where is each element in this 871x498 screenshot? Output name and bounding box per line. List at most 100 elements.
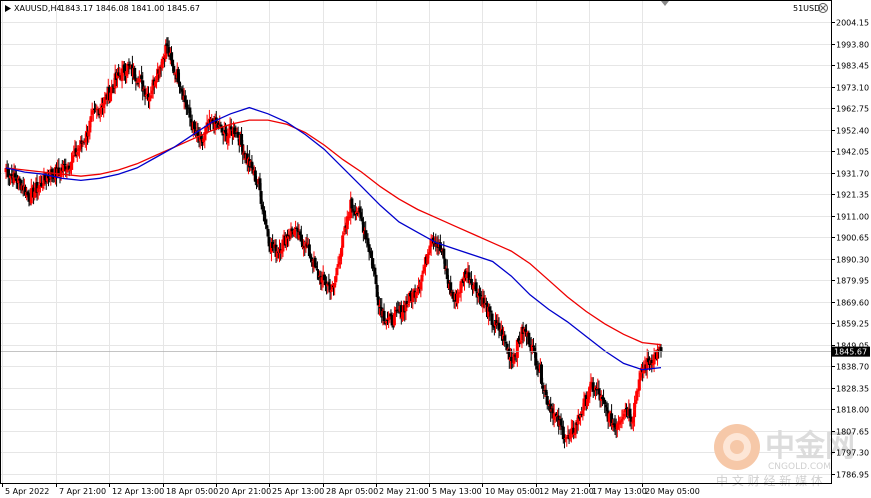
candle — [611, 419, 615, 432]
candle — [253, 167, 257, 186]
candle — [595, 382, 599, 397]
candle — [122, 61, 126, 81]
candle — [137, 70, 141, 89]
candle — [467, 265, 471, 288]
price-tick-label: 1900.65 — [836, 234, 869, 243]
price-tick-label: 1921.35 — [836, 191, 869, 200]
time-tick-label: 20 May 05:00 — [645, 487, 700, 496]
candle — [534, 343, 538, 370]
price-tick-label: 1962.75 — [836, 105, 869, 114]
candle — [656, 343, 660, 366]
candle — [564, 434, 568, 443]
price-tick-label: 1942.05 — [836, 148, 869, 157]
candle — [414, 288, 418, 302]
candle — [172, 64, 176, 76]
candle — [469, 271, 473, 288]
watermark-title: 中金网 — [765, 429, 855, 464]
chart-frame — [0, 0, 832, 484]
candle — [110, 79, 114, 95]
price-axis: 2004.15 1993.80 1983.45 1973.10 1962.75 1952.… — [831, 19, 869, 480]
candle — [591, 377, 595, 398]
current-price-label: 1845.67 — [834, 348, 867, 357]
time-axis: 5 Apr 2022 7 Apr 21:00 12 Apr 13:00 18 Apr … — [2, 483, 700, 496]
candle — [406, 302, 410, 308]
candle — [27, 189, 31, 207]
price-tick-label: 1807.65 — [836, 428, 869, 437]
candle — [335, 266, 339, 281]
price-tick-label: 1849.05 — [836, 342, 869, 351]
candle — [146, 86, 150, 108]
candle — [459, 279, 463, 302]
candle — [523, 324, 527, 334]
time-tick-label: 20 Apr 21:00 — [219, 487, 271, 496]
candle — [229, 118, 233, 132]
candle — [429, 234, 433, 256]
time-tick-label: 5 Apr 2022 — [5, 487, 49, 496]
watermark-url: CNGOLD.COM — [768, 462, 831, 472]
price-tick-label: 1838.70 — [836, 363, 869, 372]
candle — [307, 239, 311, 259]
candle — [275, 246, 279, 262]
scroll-marker-icon[interactable] — [661, 1, 669, 6]
candle — [14, 170, 18, 189]
candle — [503, 330, 507, 347]
candle — [10, 164, 14, 180]
candle — [482, 290, 486, 309]
candle — [545, 391, 549, 410]
candle — [75, 145, 79, 162]
candle — [488, 303, 492, 322]
price-tick-label: 1931.70 — [836, 170, 869, 179]
ma-fast-line — [5, 106, 662, 371]
candle — [419, 278, 423, 298]
candle — [507, 340, 511, 369]
symbol-label: XAUUSD,H4 — [14, 4, 62, 13]
candle — [259, 183, 263, 207]
candle — [40, 175, 44, 188]
candle — [618, 416, 622, 431]
candle — [659, 344, 663, 358]
close-chart-icon[interactable] — [818, 3, 828, 13]
candle — [271, 234, 275, 251]
candle — [359, 206, 363, 220]
candle — [561, 420, 565, 444]
candle — [141, 72, 145, 101]
price-tick-label: 1818.00 — [836, 406, 869, 415]
price-tick-label: 1786.95 — [836, 471, 869, 480]
candle — [361, 216, 365, 242]
candle — [184, 99, 188, 115]
candle — [495, 314, 499, 329]
candle — [390, 312, 394, 328]
candle — [622, 410, 626, 421]
candle — [79, 135, 83, 152]
candle — [164, 39, 168, 62]
candle — [64, 158, 68, 177]
price-tick-label: 1973.10 — [836, 84, 869, 93]
candle — [535, 358, 539, 376]
candle — [420, 272, 424, 291]
candle — [4, 163, 8, 179]
candle — [287, 228, 291, 247]
candle — [98, 103, 102, 122]
candle — [405, 293, 409, 308]
candle — [245, 145, 249, 172]
candle — [199, 131, 203, 147]
candles — [4, 37, 663, 449]
candle — [445, 259, 449, 284]
candle — [629, 414, 633, 430]
candle — [37, 176, 41, 196]
price-tick-label: 1869.60 — [836, 299, 869, 308]
candle — [299, 225, 303, 245]
current-price-tag: 1845.67 — [832, 346, 870, 357]
candle — [613, 414, 617, 435]
candle — [72, 145, 76, 163]
time-tick-label: 28 Apr 05:00 — [326, 487, 378, 496]
ma-slow-line — [5, 119, 662, 346]
candle — [443, 257, 447, 275]
candle — [589, 373, 593, 390]
price-tick-label: 2004.15 — [836, 19, 869, 28]
time-tick-label: 12 May 21:00 — [539, 487, 594, 496]
candle — [527, 330, 531, 347]
candle — [515, 338, 519, 367]
time-tick-label: 2 May 21:00 — [379, 487, 429, 496]
